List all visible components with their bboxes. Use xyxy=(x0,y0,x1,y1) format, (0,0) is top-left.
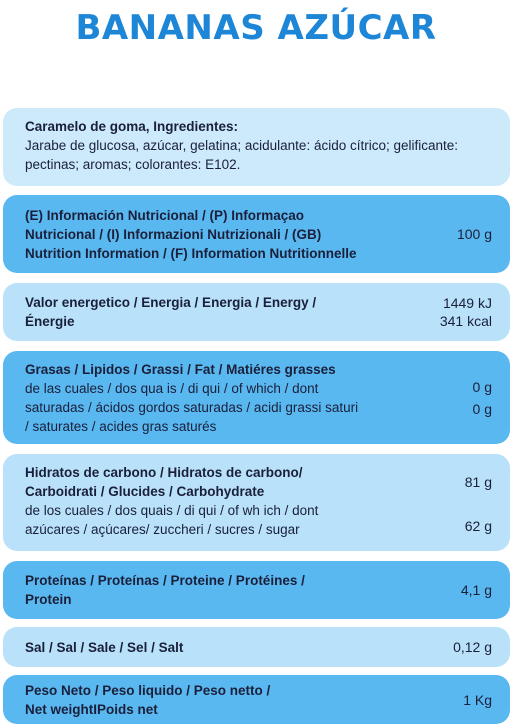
sugars-label-line-1: de los cuales / dos quais / di qui / of … xyxy=(25,503,319,518)
protein-label-line-1: Proteínas / Proteínas / Proteine / Proté… xyxy=(25,573,305,588)
net-weight-value: 1 Kg xyxy=(463,691,492,708)
saturates-label-line-1: saturadas / ácidos gordos saturadas / ac… xyxy=(25,400,359,415)
salt-label: Sal / Sal / Sale / Sel / Salt xyxy=(25,639,184,655)
salt-panel: Sal / Sal / Sale / Sel / Salt 0,12 g xyxy=(3,627,510,667)
ingredients-line-2: pectinas; aromas; colorantes: E102. xyxy=(25,157,241,172)
energy-panel: Valor energetico / Energia / Energia / E… xyxy=(3,283,510,341)
ingredients-panel: Caramelo de goma, Ingredientes: Jarabe d… xyxy=(3,108,510,186)
energy-label-line-1: Valor energetico / Energia / Energia / E… xyxy=(25,295,317,310)
saturates-value: 0 g xyxy=(472,401,492,417)
nutrition-header-line-1: (E) Información Nutricional / (P) Inform… xyxy=(25,207,305,223)
nutrition-header-panel: (E) Información Nutricional / (P) Inform… xyxy=(3,195,510,273)
product-title: BANANAS AZÚCAR xyxy=(75,8,437,48)
net-weight-label-line-1: Peso Neto / Peso liquido / Peso netto / xyxy=(25,682,271,698)
energy-kcal-value: 341 kcal xyxy=(439,313,492,329)
fat-label: Grasas / Lipidos / Grassi / Fat / Matiér… xyxy=(25,362,336,377)
protein-panel: Proteínas / Proteínas / Proteine / Proté… xyxy=(3,561,510,619)
carbohydrates-value: 81 g xyxy=(464,474,492,490)
protein-value: 4,1 g xyxy=(460,582,492,598)
fat-value: 0 g xyxy=(472,379,492,395)
salt-value: 0,12 g xyxy=(453,639,492,655)
nutrition-header-value: 100 g xyxy=(456,226,492,242)
carbohydrates-panel: Hidratos de carbono / Hidratos de carbon… xyxy=(3,454,510,551)
protein-label-line-2: Protein xyxy=(25,592,72,607)
fat-of-which-label: de las cuales / dos qua is / di qui / of… xyxy=(25,381,319,396)
ingredients-line-1: Jarabe de glucosa, azúcar, gelatina; aci… xyxy=(25,138,459,153)
net-weight-panel: Peso Neto / Peso liquido / Peso netto / … xyxy=(3,675,510,724)
carbohydrates-label-line-2: Carboidrati / Glucides / Carbohydrate xyxy=(25,484,265,499)
nutrition-header-line-3: Nutrition Information / (F) Information … xyxy=(25,245,357,261)
saturates-label-line-2: / saturates / acides gras saturés xyxy=(25,419,217,434)
sugars-value: 62 g xyxy=(464,518,492,534)
energy-label-line-2: Énergie xyxy=(25,314,75,329)
carbohydrates-label-line-1: Hidratos de carbono / Hidratos de carbon… xyxy=(25,465,303,480)
energy-kj-value: 1449 kJ xyxy=(442,295,492,311)
ingredients-heading: Caramelo de goma, Ingredientes: xyxy=(25,119,239,134)
sugars-label-line-2: azúcares / açúcares/ zuccheri / sucres /… xyxy=(25,522,300,537)
net-weight-label-line-2: Net weightIPoids net xyxy=(25,701,158,717)
nutrition-header-line-2: Nutricional / (I) Informazioni Nutrizion… xyxy=(25,226,322,242)
fat-panel: Grasas / Lipidos / Grassi / Fat / Matiér… xyxy=(3,351,510,444)
